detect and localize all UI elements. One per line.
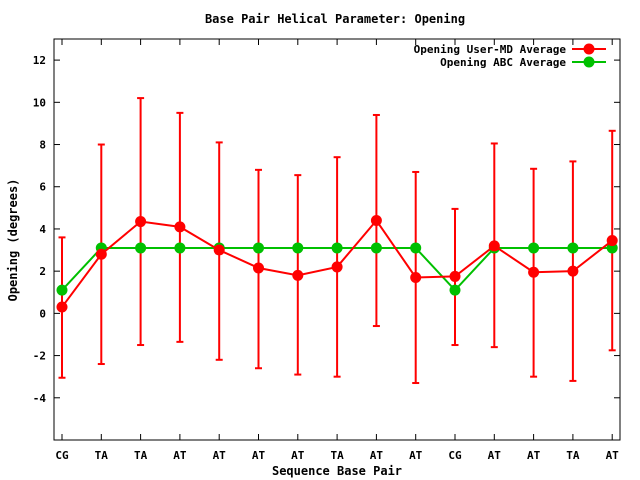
data-point xyxy=(174,221,186,233)
error-bars xyxy=(58,97,616,385)
y-axis: -4 -2 0 2 4 6 8 10 12 xyxy=(33,54,620,405)
x-tick-label: CG xyxy=(55,449,69,462)
data-point xyxy=(135,216,147,228)
y-tick-label: 6 xyxy=(39,181,46,194)
y-axis-label: Opening (degrees) xyxy=(6,179,20,302)
data-point xyxy=(213,244,225,256)
data-point xyxy=(370,242,382,254)
x-tick-label: AT xyxy=(291,449,305,462)
x-tick-label: TA xyxy=(330,449,344,462)
data-point xyxy=(135,242,147,254)
y-tick-label: -4 xyxy=(33,392,47,405)
data-point xyxy=(410,242,422,254)
legend-marker xyxy=(583,56,595,68)
data-point xyxy=(292,269,304,281)
y-tick-label: 2 xyxy=(39,265,46,278)
data-point xyxy=(292,242,304,254)
y-tick-label: 12 xyxy=(33,54,46,67)
data-point xyxy=(56,284,68,296)
data-point xyxy=(449,270,461,282)
data-point xyxy=(567,265,579,277)
y-tick-label: 4 xyxy=(39,223,46,236)
y-tick-label: 10 xyxy=(33,96,46,109)
data-point xyxy=(528,266,540,278)
x-tick-label: TA xyxy=(566,449,580,462)
x-tick-label: AT xyxy=(252,449,266,462)
legend-marker xyxy=(583,43,595,55)
data-point xyxy=(528,242,540,254)
data-point xyxy=(331,242,343,254)
y-tick-label: -2 xyxy=(33,350,46,363)
data-point xyxy=(410,271,422,283)
y-tick-label: 0 xyxy=(39,307,46,320)
series-lines xyxy=(56,215,618,313)
x-tick-label: AT xyxy=(527,449,541,462)
data-point xyxy=(331,261,343,273)
x-tick-label: AT xyxy=(213,449,227,462)
x-tick-label: TA xyxy=(134,449,148,462)
data-point xyxy=(95,248,107,260)
x-tick-label: TA xyxy=(95,449,109,462)
data-point xyxy=(370,215,382,227)
x-tick-label: AT xyxy=(606,449,620,462)
x-axis-label: Sequence Base Pair xyxy=(272,464,402,478)
data-point xyxy=(174,242,186,254)
data-point xyxy=(567,242,579,254)
data-point xyxy=(606,235,618,247)
x-axis: CG TA TA AT AT AT AT TA AT AT CG AT AT TA AT xyxy=(55,39,619,462)
x-tick-label: AT xyxy=(173,449,187,462)
data-point xyxy=(253,262,264,274)
chart-title: Base Pair Helical Parameter: Opening xyxy=(205,12,465,26)
legend-label: Opening User-MD Average xyxy=(414,43,567,56)
data-point xyxy=(488,240,500,252)
x-tick-label: AT xyxy=(488,449,502,462)
data-point xyxy=(253,242,264,254)
legend-label: Opening ABC Average xyxy=(440,56,566,69)
data-point xyxy=(56,301,68,313)
x-tick-label: AT xyxy=(409,449,423,462)
x-tick-label: AT xyxy=(370,449,384,462)
y-tick-label: 8 xyxy=(39,139,46,152)
series-user-md xyxy=(56,215,618,313)
x-tick-label: CG xyxy=(448,449,462,462)
data-point xyxy=(449,284,461,296)
